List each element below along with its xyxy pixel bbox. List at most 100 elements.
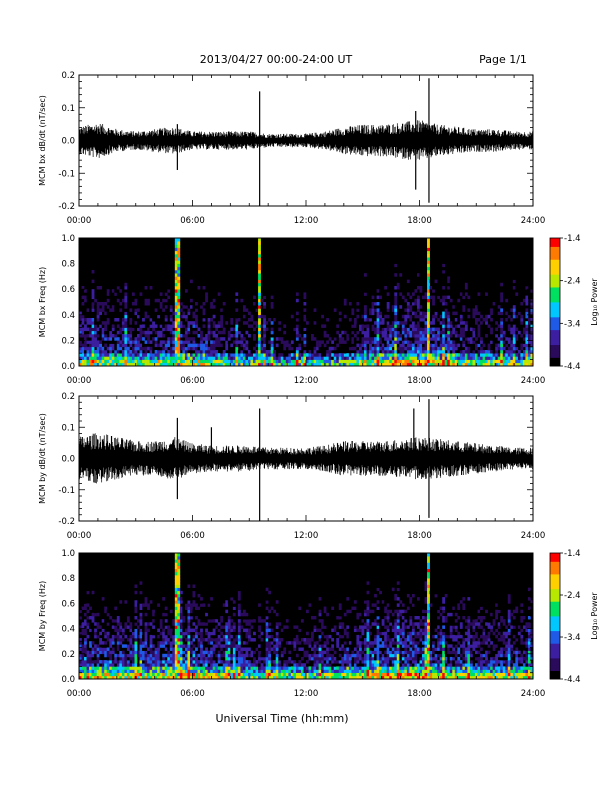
spectrogram-cell <box>392 331 395 335</box>
spectrogram-cell <box>261 360 264 364</box>
spectrogram-cell <box>248 360 251 364</box>
spectrogram-cell <box>92 331 95 335</box>
spectrogram-cell <box>500 296 503 300</box>
spectrogram-cell <box>377 353 380 357</box>
spectrogram-cell <box>92 308 95 312</box>
spectrogram-cell <box>193 350 196 354</box>
spectrogram-cell <box>187 296 190 300</box>
spectrogram-cell <box>364 344 367 348</box>
spectrogram-cell <box>104 648 107 651</box>
spectrogram-cell <box>316 673 319 676</box>
spectrogram-cell <box>114 670 117 673</box>
spectrogram-cell <box>266 607 269 610</box>
spectrogram-cell <box>137 273 140 277</box>
spectrogram-cell <box>134 344 137 348</box>
spectrogram-cell <box>235 635 238 638</box>
spectrogram-cell <box>182 616 185 619</box>
spectrogram-cell <box>142 585 145 588</box>
spectrogram-cell <box>160 625 163 628</box>
spectrogram-cell <box>140 660 143 663</box>
spectrogram-cell <box>180 619 183 622</box>
spectrogram-cell <box>124 344 127 348</box>
spectrogram-cell <box>182 673 185 676</box>
spectrogram-cell <box>132 292 135 296</box>
spectrogram-cell <box>97 296 100 300</box>
spectrogram-cell <box>268 651 271 654</box>
spectrogram-cell <box>283 666 286 669</box>
spectrogram-cell <box>150 622 153 625</box>
spectrogram-cell <box>92 318 95 322</box>
spectrogram-cell <box>170 629 173 632</box>
spectrogram-cell <box>205 648 208 651</box>
spectrogram-cell <box>225 603 228 606</box>
spectrogram-cell <box>87 673 90 676</box>
spectrogram-cell <box>225 353 228 357</box>
spectrogram-cell <box>359 353 362 357</box>
spectrogram-cell <box>107 347 110 351</box>
spectrogram-cell <box>442 257 445 261</box>
spectrogram-cell <box>334 629 337 632</box>
spectrogram-cell <box>172 651 175 654</box>
spectrogram-cell <box>170 308 173 312</box>
spectrogram-cell <box>296 603 299 606</box>
spectrogram-cell <box>107 360 110 364</box>
spectrogram-cell <box>119 600 122 603</box>
spectrogram-cell <box>336 356 339 360</box>
spectrogram-cell <box>152 673 155 676</box>
spectrogram-cell <box>152 654 155 657</box>
spectrogram-cell <box>190 607 193 610</box>
spectrogram-cell <box>298 334 301 338</box>
spectrogram-cell <box>147 663 150 666</box>
spectrogram-cell <box>326 657 329 660</box>
spectrogram-cell <box>344 657 347 660</box>
spectrogram-cell <box>331 660 334 663</box>
spectrogram-cell <box>296 657 299 660</box>
spectrogram-cell <box>334 657 337 660</box>
spectrogram-cell <box>420 286 423 290</box>
spectrogram-cell <box>140 663 143 666</box>
spectrogram-cell <box>513 344 516 348</box>
spectrogram-cell <box>223 648 226 651</box>
spectrogram-cell <box>258 289 261 293</box>
spectrogram-cell <box>336 673 339 676</box>
spectrogram-cell <box>412 324 415 328</box>
spectrogram-cell <box>442 264 445 268</box>
spectrogram-cell <box>528 360 531 364</box>
spectrogram-cell <box>228 353 231 357</box>
spectrogram-cell <box>402 321 405 325</box>
spectrogram-cell <box>440 270 443 274</box>
spectrogram-cell <box>185 347 188 351</box>
spectrogram-cell <box>175 254 178 258</box>
spectrogram-cell <box>450 334 453 338</box>
spectrogram-cell <box>177 254 180 258</box>
spectrogram-cell <box>261 337 264 341</box>
spectrogram-cell <box>162 613 165 616</box>
spectrogram-cell <box>208 318 211 322</box>
spectrogram-cell <box>397 331 400 335</box>
spectrogram-cell <box>84 289 87 293</box>
spectrogram-cell <box>132 353 135 357</box>
spectrogram-cell <box>319 597 322 600</box>
spectrogram-cell <box>94 622 97 625</box>
spectrogram-cell <box>243 347 246 351</box>
spectrogram-cell <box>271 629 274 632</box>
spectrogram-cell <box>230 660 233 663</box>
spectrogram-cell <box>256 663 259 666</box>
spectrogram-cell <box>240 337 243 341</box>
spectrogram-cell <box>319 356 322 360</box>
spectrogram-cell <box>172 331 175 335</box>
spectrogram-cell <box>412 331 415 335</box>
spectrogram-cell <box>165 663 168 666</box>
spectrogram-cell <box>354 360 357 364</box>
spectrogram-cell <box>528 334 531 338</box>
spectrogram-cell <box>208 347 211 351</box>
x-tick-label: 12:00 <box>294 531 319 541</box>
spectrogram-cell <box>124 657 127 660</box>
spectrogram-cell <box>235 666 238 669</box>
spectrogram-cell <box>478 331 481 335</box>
spectrogram-cell <box>309 353 312 357</box>
spectrogram-cell <box>303 666 306 669</box>
spectrogram-cell <box>402 328 405 332</box>
spectrogram-cell <box>278 638 281 641</box>
y-tick-label: -0.2 <box>58 202 75 212</box>
